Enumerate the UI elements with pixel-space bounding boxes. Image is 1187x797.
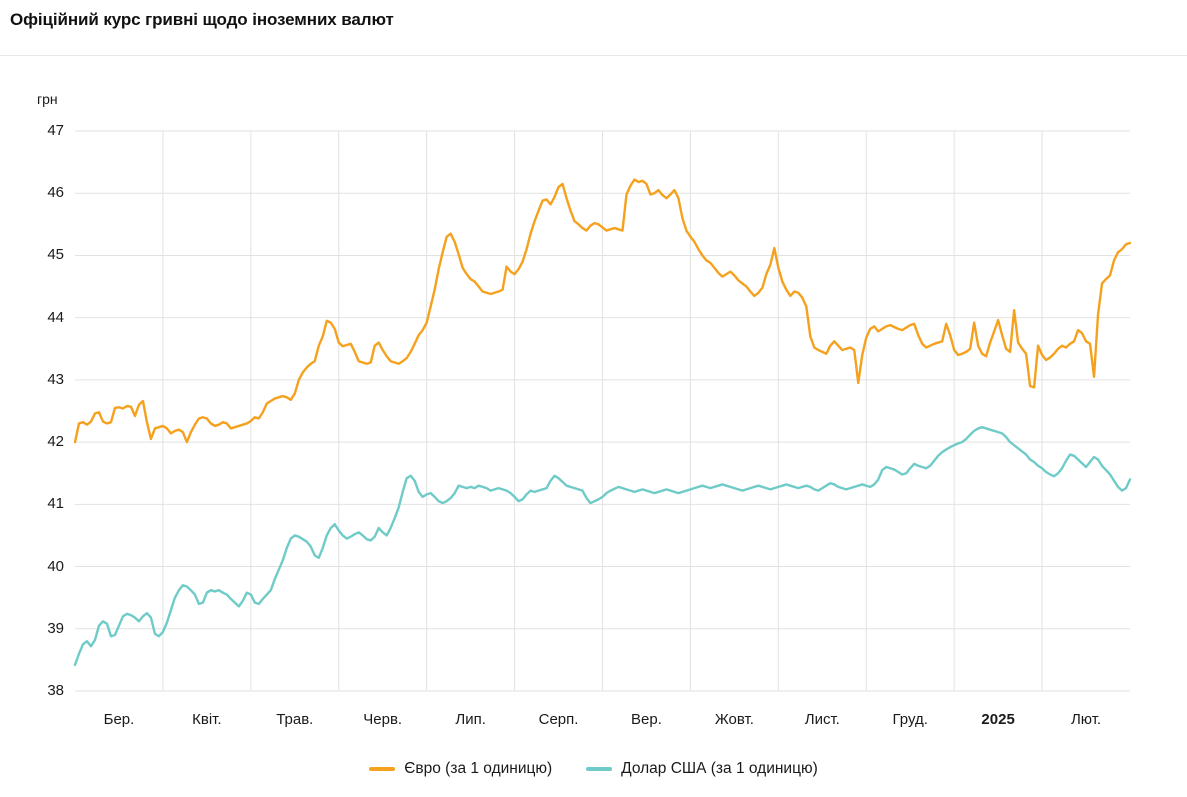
- legend-label: Долар США (за 1 одиницю): [621, 760, 818, 777]
- y-axis-tick-41: 41: [47, 495, 64, 513]
- x-axis-tick-2: Трав.: [276, 711, 314, 728]
- y-axis-unit-label: грн: [37, 91, 58, 107]
- series-lines: [73, 178, 1132, 667]
- x-axis-tick-4: Лип.: [455, 711, 486, 728]
- y-axis-tick-40: 40: [47, 557, 64, 575]
- legend-swatch-icon: [586, 767, 613, 771]
- y-axis-tick-39: 39: [47, 619, 64, 637]
- legend-label: Євро (за 1 одиницю): [404, 760, 553, 777]
- x-axis-tick-8: Лист.: [804, 711, 840, 728]
- y-axis-tick-46: 46: [47, 184, 64, 202]
- x-axis-tick-6: Вер.: [631, 711, 662, 728]
- x-axis-tick-9: Груд.: [892, 711, 928, 728]
- y-axis-tick-44: 44: [47, 308, 64, 326]
- legend-item-eur[interactable]: Євро (за 1 одиницю): [369, 760, 552, 778]
- page-title: Офіційний курс гривні щодо іноземних вал…: [10, 10, 394, 29]
- x-axis-tick-1: Квіт.: [192, 711, 222, 728]
- y-axis-tick-43: 43: [47, 370, 64, 388]
- y-axis-tick-45: 45: [47, 246, 64, 264]
- chart-legend: Євро (за 1 одиницю) Долар США (за 1 одини…: [0, 760, 1187, 778]
- legend-item-usd[interactable]: Долар США (за 1 одиницю): [586, 760, 818, 778]
- title-divider: [0, 55, 1187, 56]
- y-axis-tick-47: 47: [47, 122, 64, 139]
- y-axis-tick-42: 42: [47, 433, 64, 451]
- y-axis-tick-38: 38: [47, 682, 64, 699]
- x-axis-tick-11: Лют.: [1070, 711, 1102, 728]
- x-axis-tick-7: Жовт.: [714, 711, 754, 728]
- series-line-eur: [73, 178, 1132, 444]
- x-axis-tick-3: Черв.: [363, 711, 403, 728]
- x-axis-tick-0: Бер.: [103, 711, 135, 728]
- x-axis-tick-10: 2025: [981, 711, 1015, 728]
- legend-swatch-icon: [369, 767, 396, 771]
- x-axis-tick-5: Серп.: [538, 711, 579, 728]
- grid-lines: [75, 130, 1130, 692]
- series-line-usd: [73, 425, 1132, 667]
